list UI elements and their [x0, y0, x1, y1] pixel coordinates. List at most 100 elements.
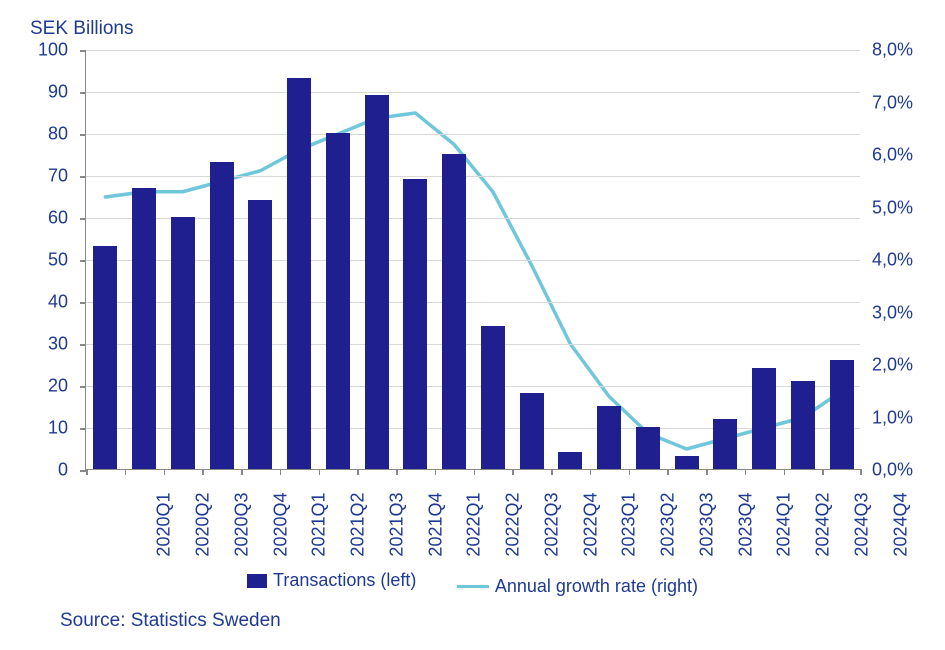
- gridline: [86, 428, 860, 429]
- bar: [442, 154, 466, 469]
- bar: [752, 368, 776, 469]
- y-left-tick: [80, 92, 86, 94]
- y-right-tick-label: 6,0%: [872, 145, 913, 166]
- x-tick-label: 2024Q1: [774, 493, 795, 557]
- bar: [675, 456, 699, 469]
- y-left-tick-label: 80: [48, 124, 68, 145]
- x-tick: [241, 469, 243, 475]
- legend-item-bars: Transactions (left): [247, 570, 416, 591]
- y-left-tick: [80, 428, 86, 430]
- x-tick: [435, 469, 437, 475]
- y-left-tick: [80, 176, 86, 178]
- bar: [597, 406, 621, 469]
- x-tick-label: 2021Q4: [425, 493, 446, 557]
- source-text: Source: Statistics Sweden: [60, 610, 281, 632]
- legend-swatch-bar: [247, 574, 267, 588]
- x-tick-label: 2020Q1: [154, 493, 175, 557]
- x-tick: [706, 469, 708, 475]
- bar: [520, 393, 544, 469]
- x-tick: [164, 469, 166, 475]
- chart-title: SEK Billions: [30, 18, 134, 40]
- y-left-tick: [80, 344, 86, 346]
- gridline: [86, 92, 860, 93]
- y-left-tick-label: 30: [48, 334, 68, 355]
- x-tick: [280, 469, 282, 475]
- y-right-tick-label: 7,0%: [872, 92, 913, 113]
- y-right-tick-label: 1,0%: [872, 407, 913, 428]
- x-tick: [86, 469, 88, 475]
- y-left-tick-label: 40: [48, 292, 68, 313]
- y-right-tick-label: 2,0%: [872, 355, 913, 376]
- y-right-tick-label: 5,0%: [872, 197, 913, 218]
- x-tick: [784, 469, 786, 475]
- y-right-tick-label: 3,0%: [872, 302, 913, 323]
- legend-label-bars: Transactions (left): [273, 570, 416, 591]
- bar: [830, 360, 854, 469]
- legend-item-line: Annual growth rate (right): [457, 576, 698, 597]
- legend: Transactions (left) Annual growth rate (…: [0, 570, 945, 597]
- y-left-tick: [80, 260, 86, 262]
- x-tick: [667, 469, 669, 475]
- x-tick: [125, 469, 127, 475]
- y-left-tick-label: 100: [38, 40, 68, 61]
- bar: [791, 381, 815, 469]
- y-left-tick-label: 60: [48, 208, 68, 229]
- bar: [636, 427, 660, 469]
- x-tick-label: 2020Q3: [231, 493, 252, 557]
- y-right-tick-label: 0,0%: [872, 460, 913, 481]
- gridline: [86, 134, 860, 135]
- y-left-tick-label: 50: [48, 250, 68, 271]
- y-right-tick-label: 4,0%: [872, 250, 913, 271]
- bar: [481, 326, 505, 469]
- bar: [210, 162, 234, 469]
- y-left-tick-label: 10: [48, 418, 68, 439]
- x-tick-label: 2021Q2: [348, 493, 369, 557]
- bar: [326, 133, 350, 469]
- x-tick-label: 2020Q4: [270, 493, 291, 557]
- x-tick-label: 2023Q4: [735, 493, 756, 557]
- x-tick: [512, 469, 514, 475]
- x-tick-label: 2024Q4: [890, 493, 911, 557]
- y-left-tick: [80, 50, 86, 52]
- x-tick: [202, 469, 204, 475]
- y-right-tick-label: 8,0%: [872, 40, 913, 61]
- y-left-tick-label: 20: [48, 376, 68, 397]
- y-left-tick: [80, 386, 86, 388]
- x-tick-label: 2020Q2: [193, 493, 214, 557]
- gridline: [86, 218, 860, 219]
- y-left-tick-label: 70: [48, 166, 68, 187]
- x-tick: [396, 469, 398, 475]
- y-right-axis-labels: 0,0%1,0%2,0%3,0%4,0%5,0%6,0%7,0%8,0%: [860, 50, 945, 470]
- y-left-tick: [80, 302, 86, 304]
- x-tick: [474, 469, 476, 475]
- x-tick: [822, 469, 824, 475]
- y-left-tick: [80, 134, 86, 136]
- x-tick-label: 2022Q4: [580, 493, 601, 557]
- gridline: [86, 344, 860, 345]
- gridline: [86, 386, 860, 387]
- x-tick-label: 2022Q2: [503, 493, 524, 557]
- y-left-tick-label: 90: [48, 82, 68, 103]
- gridline: [86, 260, 860, 261]
- x-tick-label: 2021Q3: [386, 493, 407, 557]
- plot-area: [85, 50, 860, 470]
- bar: [403, 179, 427, 469]
- bar: [365, 95, 389, 469]
- bar: [248, 200, 272, 469]
- bar: [132, 188, 156, 469]
- x-tick-label: 2022Q1: [464, 493, 485, 557]
- gridline: [86, 176, 860, 177]
- legend-label-line: Annual growth rate (right): [495, 576, 698, 597]
- y-left-axis-labels: 0102030405060708090100: [0, 50, 78, 470]
- x-tick: [629, 469, 631, 475]
- x-tick-label: 2022Q3: [541, 493, 562, 557]
- x-tick: [357, 469, 359, 475]
- chart-container: SEK Billions 0 10 20 30 40 50 60 70 80 90 100 0,0%…: [0, 0, 945, 650]
- x-tick-label: 2023Q3: [696, 493, 717, 557]
- bar: [558, 452, 582, 469]
- x-tick-label: 2023Q1: [619, 493, 640, 557]
- x-tick: [551, 469, 553, 475]
- bar: [287, 78, 311, 469]
- x-tick-label: 2024Q2: [813, 493, 834, 557]
- y-left-tick-label: 0: [58, 460, 68, 481]
